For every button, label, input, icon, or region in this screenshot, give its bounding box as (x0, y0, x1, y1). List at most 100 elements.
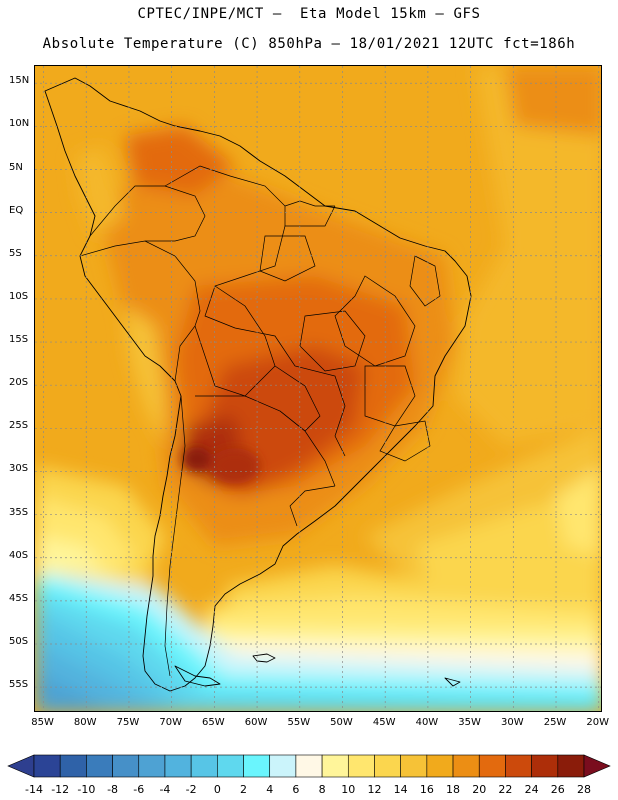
colorbar-tick-label: 10 (341, 783, 356, 796)
colorbar-swatch (557, 754, 585, 778)
border-argentina-north (195, 395, 336, 487)
lat-tick-label: 25S (9, 420, 29, 432)
lon-tick-label: 85W (31, 717, 54, 728)
lon-tick-label: 40W (415, 717, 439, 728)
border-brazil-states-5 (259, 235, 316, 282)
colorbar-tick-label: 0 (213, 783, 221, 796)
colorbar-tick-label: 8 (318, 783, 326, 796)
colorbar-swatch (374, 754, 401, 778)
colorbar-swatch (347, 754, 375, 778)
colorbar-tick-label: 6 (292, 783, 300, 796)
lon-tick-label: 70W (159, 717, 182, 728)
colorbar-swatch (138, 754, 166, 778)
lat-tick-label: 50S (9, 635, 29, 647)
colorbar-swatch (243, 754, 271, 778)
lat-tick-label: 35S (9, 506, 29, 518)
lat-tick-label: 40S (9, 549, 29, 561)
field-band-0 (35, 591, 601, 711)
border-bolivia (194, 285, 276, 397)
field-andes-cool2 (125, 306, 165, 446)
temperature-map (35, 66, 601, 711)
colorbar-tick-label: 26 (550, 783, 565, 796)
colorbar-swatch (295, 754, 323, 778)
lon-tick-label: 55W (287, 717, 311, 728)
colorbar-tick-label: 14 (393, 783, 408, 796)
colorbar-swatch (321, 754, 349, 778)
colorbar-tick-label: -14 (25, 783, 43, 796)
lat-tick-label: 45S (9, 592, 29, 604)
coast-tierra-del-fuego (174, 665, 221, 687)
colorbar-over-arrow (583, 754, 611, 778)
lon-tick-label: 20W (586, 717, 610, 728)
lon-tick-label: 50W (330, 717, 353, 728)
lat-tick-label: 30S (9, 463, 29, 475)
colorbar-tick-label: -12 (51, 783, 70, 796)
field-north-atl-warm (505, 66, 601, 136)
lat-tick-label: 10S (9, 290, 29, 302)
political-borders (79, 165, 441, 677)
lon-tick-label: 25W (543, 717, 567, 728)
chart-title-line2: Absolute Temperature (C) 850hPa – 18/01/… (42, 36, 576, 52)
border-venezuela (164, 165, 286, 226)
field-core-28 (183, 447, 211, 471)
colorbar-tick-label: 2 (240, 783, 248, 796)
border-colombia (89, 185, 206, 242)
coastlines (44, 77, 472, 692)
colorbar-tick-label: 22 (498, 783, 513, 796)
field-andes-cool (75, 146, 125, 236)
colorbar-tick-label: 4 (266, 783, 274, 796)
border-brazil-states-4 (379, 420, 431, 462)
field-core-26b (210, 448, 260, 484)
border-brazil-states-6 (409, 255, 441, 307)
border-guianas (284, 200, 335, 207)
lon-tick-label: 80W (73, 717, 97, 728)
field-caribbean-warm (125, 126, 235, 196)
colorbar-swatch (269, 754, 297, 778)
lon-tick-label: 75W (116, 717, 140, 728)
border-peru (79, 240, 201, 382)
colorbar-tick-label: 20 (472, 783, 487, 796)
field-band-minus6 (35, 671, 112, 711)
colorbar-swatch (426, 754, 454, 778)
colorbar-swatch (531, 754, 559, 778)
colorbar-swatch (505, 754, 532, 778)
colorbar-swatch (217, 754, 244, 778)
lon-tick-label: 35W (458, 717, 481, 728)
colorbar-swatch (478, 754, 506, 778)
colorbar-swatch (33, 754, 61, 778)
lat-tick-label: EQ (9, 204, 24, 216)
map-panel (34, 65, 602, 712)
lat-tick-label: 55S (9, 679, 29, 691)
colorbar-tick-label: -2 (185, 783, 197, 796)
field-pacific-8 (35, 536, 105, 574)
colorbar-swatch (59, 754, 87, 778)
colorbar-swatch (190, 754, 218, 778)
lat-tick-label: 15N (9, 75, 30, 87)
colorbar-swatch (112, 754, 140, 778)
lat-tick-label: 10N (9, 118, 30, 130)
border-uruguay (289, 485, 336, 527)
colorbar-tick-label: 12 (367, 783, 382, 796)
colorbar-tick-label: 24 (524, 783, 539, 796)
colorbar-tick-label: 28 (577, 783, 591, 796)
field-band-14 (415, 496, 601, 606)
lon-tick-label: 60W (244, 717, 268, 728)
colorbar-tick-label: -10 (77, 783, 96, 796)
border-argentina-chile (164, 395, 186, 677)
lat-tick-label: 15S (9, 334, 29, 346)
field-band-18 (455, 66, 601, 446)
coast-falklands (252, 653, 276, 663)
lat-tick-label: 5S (9, 247, 22, 259)
lon-tick-label: 30W (501, 717, 524, 728)
coast-south-america (44, 77, 472, 692)
coast-south-georgia (444, 677, 461, 687)
border-brazil-west (204, 205, 346, 457)
field-band-12-east (555, 467, 601, 556)
colorbar (7, 754, 611, 778)
lon-tick-label: 65W (202, 717, 225, 728)
colorbar-tick-label: 18 (446, 783, 461, 796)
lat-tick-label: 20S (9, 377, 29, 389)
border-brazil-states-3 (364, 365, 416, 427)
lat-tick-label: 5N (9, 161, 23, 173)
colorbar-swatch (86, 754, 113, 778)
